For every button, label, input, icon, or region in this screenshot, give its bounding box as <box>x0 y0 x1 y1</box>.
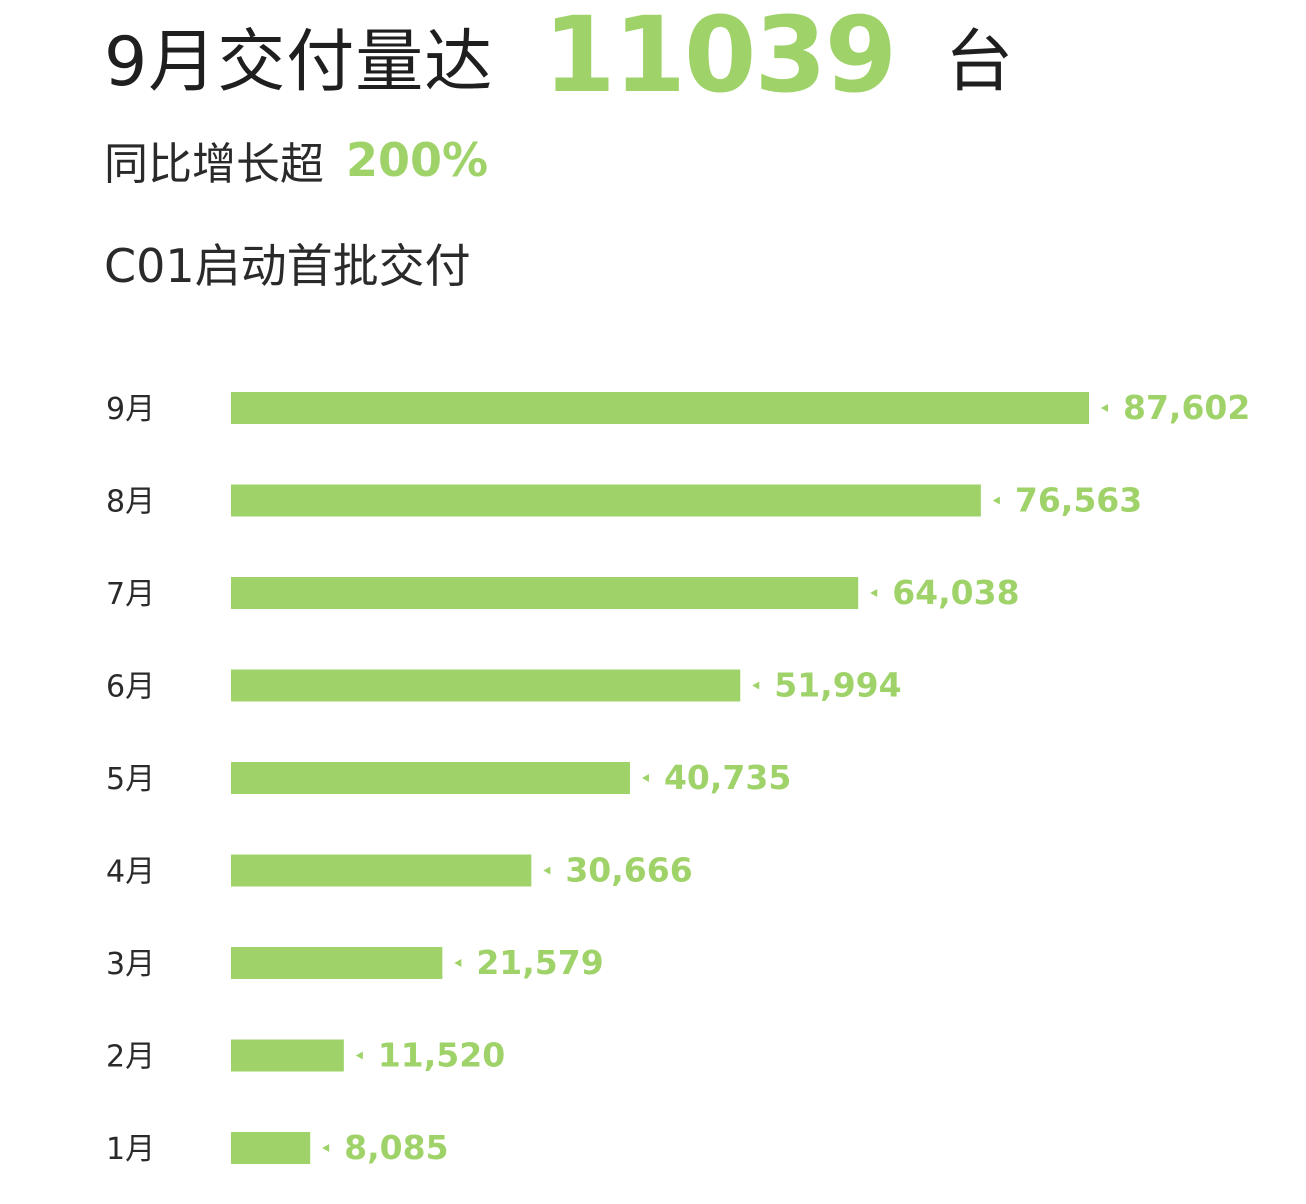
headline-unit: 台 <box>945 22 1014 102</box>
value-pointer-icon <box>641 774 649 782</box>
value-label: 64,038 <box>892 573 1019 612</box>
category-label: 3月 <box>106 947 155 982</box>
value-pointer-icon <box>543 866 551 875</box>
category-label: 9月 <box>106 392 155 427</box>
bar <box>231 854 532 887</box>
bar <box>231 1132 311 1164</box>
category-label: 4月 <box>106 855 155 890</box>
headline: 9月交付量达 11039 台 <box>104 0 1014 116</box>
bar <box>231 762 630 794</box>
category-label: 8月 <box>106 485 155 520</box>
category-label: 2月 <box>106 1040 155 1075</box>
bar <box>231 1039 344 1072</box>
category-label: 5月 <box>106 762 155 797</box>
value-pointer-icon <box>355 1051 363 1060</box>
bar <box>231 669 741 702</box>
value-pointer-icon <box>870 589 878 597</box>
value-label: 8,085 <box>344 1128 448 1167</box>
value-pointer-icon <box>992 496 1000 505</box>
subline: 同比增长超 200% <box>104 128 488 192</box>
value-label: 40,735 <box>664 758 791 797</box>
value-label: 87,602 <box>1123 388 1250 427</box>
growth-percent: 200% <box>346 133 489 187</box>
value-pointer-icon <box>454 959 462 967</box>
bar <box>231 577 859 609</box>
bar <box>231 484 981 517</box>
value-label: 21,579 <box>476 943 603 982</box>
value-label: 76,563 <box>1015 481 1142 520</box>
bar <box>231 392 1089 424</box>
value-pointer-icon <box>752 681 760 690</box>
value-pointer-icon <box>322 1144 330 1152</box>
value-pointer-icon <box>1101 404 1108 412</box>
category-label: 7月 <box>106 577 155 612</box>
category-label: 6月 <box>106 670 155 705</box>
subline-lead: 同比增长超 <box>104 139 324 190</box>
bar-chart: 9月 87,602 8月 76,563 7月 64,038 6月 51,994 5月 40,735… <box>106 388 1250 1167</box>
bar <box>231 947 443 979</box>
value-label: 11,520 <box>378 1036 505 1075</box>
headline-lead: 9月交付量达 <box>104 22 494 102</box>
headline-number: 11039 <box>543 0 897 116</box>
note-text: C01启动首批交付 <box>104 239 471 293</box>
value-label: 51,994 <box>774 666 901 705</box>
category-label: 1月 <box>106 1132 155 1167</box>
value-label: 30,666 <box>565 851 692 890</box>
